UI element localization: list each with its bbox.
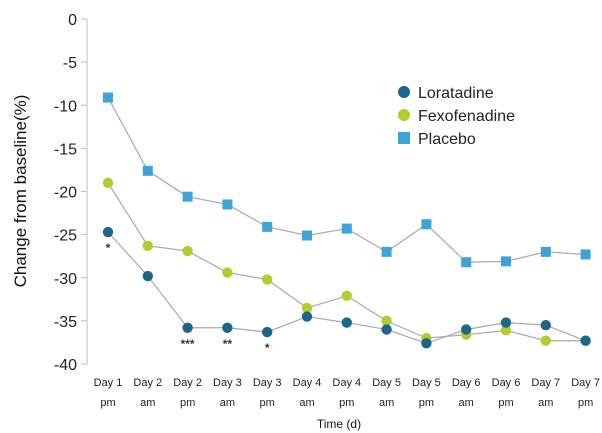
legend-label-placebo: Placebo xyxy=(418,131,476,148)
x-tick-label-line1: Day 2 xyxy=(173,377,202,389)
y-tick-label: -20 xyxy=(54,185,77,202)
point-placebo xyxy=(580,249,591,260)
x-tick-label-line1: Day 7 xyxy=(531,377,560,389)
point-loratadine xyxy=(102,226,114,238)
point-loratadine xyxy=(381,324,392,335)
point-placebo xyxy=(302,230,312,241)
y-tick-label: 0 xyxy=(68,12,77,29)
x-tick-label-line2: pm xyxy=(578,397,593,409)
x-tick-label-line2: pm xyxy=(419,397,434,409)
point-placebo xyxy=(381,246,392,257)
x-tick-label-line1: Day 5 xyxy=(412,377,441,389)
x-tick-label-line1: Day 4 xyxy=(332,377,361,389)
x-axis-title: Time (d) xyxy=(317,417,361,431)
y-tick-label: -40 xyxy=(54,357,77,374)
x-tick-label-line2: pm xyxy=(339,397,354,409)
point-loratadine xyxy=(301,311,313,322)
legend-swatch-placebo xyxy=(398,132,410,144)
point-loratadine xyxy=(341,317,352,328)
point-loratadine xyxy=(500,317,512,328)
point-fexofenadine xyxy=(262,274,273,285)
x-tick-label-line1: Day 5 xyxy=(372,377,401,389)
x-tick-label-line1: Day 6 xyxy=(452,377,481,389)
point-placebo xyxy=(341,223,352,234)
point-placebo xyxy=(421,219,432,230)
x-tick-label-line2: pm xyxy=(260,397,275,409)
x-tick-label-line1: Day 2 xyxy=(133,377,162,389)
point-fexofenadine xyxy=(301,302,313,314)
x-tick-label-line2: pm xyxy=(498,397,513,409)
y-tick-label: -5 xyxy=(63,55,77,72)
point-loratadine xyxy=(421,338,432,349)
point-loratadine xyxy=(461,324,472,335)
y-tick-label: -35 xyxy=(54,314,77,331)
point-fexofenadine xyxy=(341,290,352,302)
x-tick-label-line2: am xyxy=(459,397,474,409)
x-tick-label-line2: am xyxy=(538,397,553,409)
x-tick-label-line2: pm xyxy=(180,397,195,409)
point-placebo xyxy=(142,165,153,176)
point-placebo xyxy=(262,221,273,232)
point-fexofenadine xyxy=(102,177,114,189)
point-fexofenadine xyxy=(142,240,153,252)
legend-swatch-fexofenadine xyxy=(398,109,410,121)
point-fexofenadine xyxy=(381,315,392,327)
significance-marker: * xyxy=(265,341,270,355)
legend-label-fexofenadine: Fexofenadine xyxy=(418,108,515,125)
x-tick-label-line1: Day 1 xyxy=(94,377,123,389)
point-placebo xyxy=(501,256,511,267)
point-placebo xyxy=(222,199,233,210)
point-loratadine xyxy=(142,270,153,282)
x-tick-label-line2: am xyxy=(379,397,394,409)
x-tick-label-line2: am xyxy=(220,397,235,409)
y-tick-label: -15 xyxy=(54,141,77,158)
point-fexofenadine xyxy=(500,325,512,336)
x-tick-label-line2: am xyxy=(140,397,155,409)
x-tick-label-line1: Day 6 xyxy=(492,377,521,389)
legend-label-loratadine: Loratadine xyxy=(418,85,494,102)
x-tick-label-line2: am xyxy=(299,397,314,409)
x-tick-label-line1: Day 3 xyxy=(253,377,282,389)
x-tick-label-line1: Day 7 xyxy=(571,377,600,389)
point-placebo xyxy=(182,191,193,202)
significance-marker: * xyxy=(106,241,111,255)
point-loratadine xyxy=(580,335,591,346)
y-tick-label: -10 xyxy=(54,98,77,115)
point-loratadine xyxy=(222,322,233,333)
point-placebo xyxy=(103,92,113,103)
point-fexofenadine xyxy=(182,245,193,257)
significance-marker: ** xyxy=(223,337,233,351)
y-axis-title: Change from baseline(%) xyxy=(11,95,30,288)
y-tick-label: -25 xyxy=(54,228,77,245)
point-placebo xyxy=(540,246,551,257)
significance-marker: *** xyxy=(181,337,195,351)
point-loratadine xyxy=(540,319,551,331)
point-placebo xyxy=(461,257,472,268)
point-loratadine xyxy=(262,326,273,338)
legend-swatch-loratadine xyxy=(398,86,410,98)
x-tick-label-line1: Day 4 xyxy=(293,377,322,389)
y-tick-label: -30 xyxy=(54,271,77,288)
point-fexofenadine xyxy=(222,267,233,278)
x-tick-label-line1: Day 3 xyxy=(213,377,242,389)
x-tick-label-line2: pm xyxy=(100,397,115,409)
point-loratadine xyxy=(182,322,193,333)
point-fexofenadine xyxy=(540,335,551,346)
